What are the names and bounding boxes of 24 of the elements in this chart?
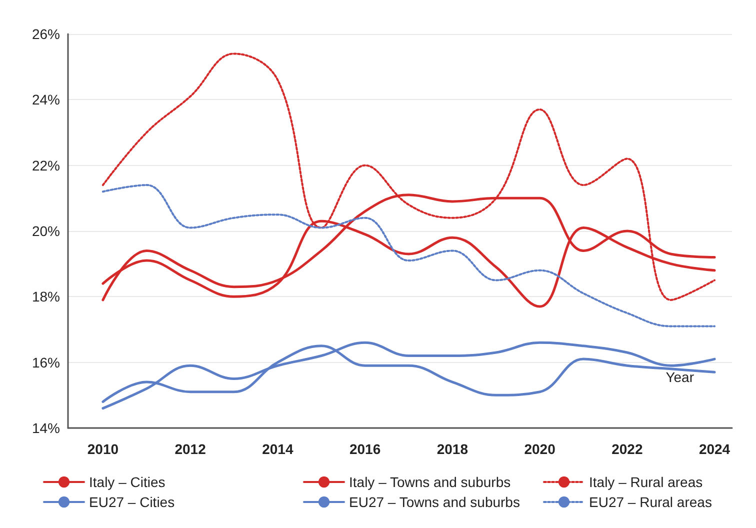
x-tick-label: 2018 xyxy=(436,441,468,457)
x-tick-label: 2012 xyxy=(174,441,206,457)
x-tick-label: 2020 xyxy=(524,441,556,457)
legend-label: Italy – Towns and suburbs xyxy=(349,474,511,490)
x-tick-label: 2016 xyxy=(349,441,381,457)
x-tick-label: 2014 xyxy=(262,441,294,457)
y-tick-label: 22% xyxy=(32,157,60,174)
legend-label: EU27 – Towns and suburbs xyxy=(349,494,520,510)
line-series xyxy=(102,184,716,328)
x-axis-title: Year xyxy=(666,369,694,385)
y-tick-label: 24% xyxy=(32,92,60,108)
legend-label: Italy – Cities xyxy=(89,474,166,490)
legend-label: EU27 – Cities xyxy=(89,494,175,510)
y-tick-label: 14% xyxy=(32,420,60,436)
y-tick-label: 20% xyxy=(32,223,60,239)
legend-label: Italy – Rural areas xyxy=(589,474,703,490)
x-tick-label: 2024 xyxy=(698,441,730,457)
legend-label: EU27 – Rural areas xyxy=(589,494,712,510)
x-tick-label: 2022 xyxy=(612,441,643,457)
line-series xyxy=(102,341,716,410)
y-tick-label: 18% xyxy=(32,288,60,305)
y-tick-label: 16% xyxy=(32,354,60,370)
y-tick-label: 26% xyxy=(32,26,60,42)
x-tick-label: 2010 xyxy=(87,441,119,457)
